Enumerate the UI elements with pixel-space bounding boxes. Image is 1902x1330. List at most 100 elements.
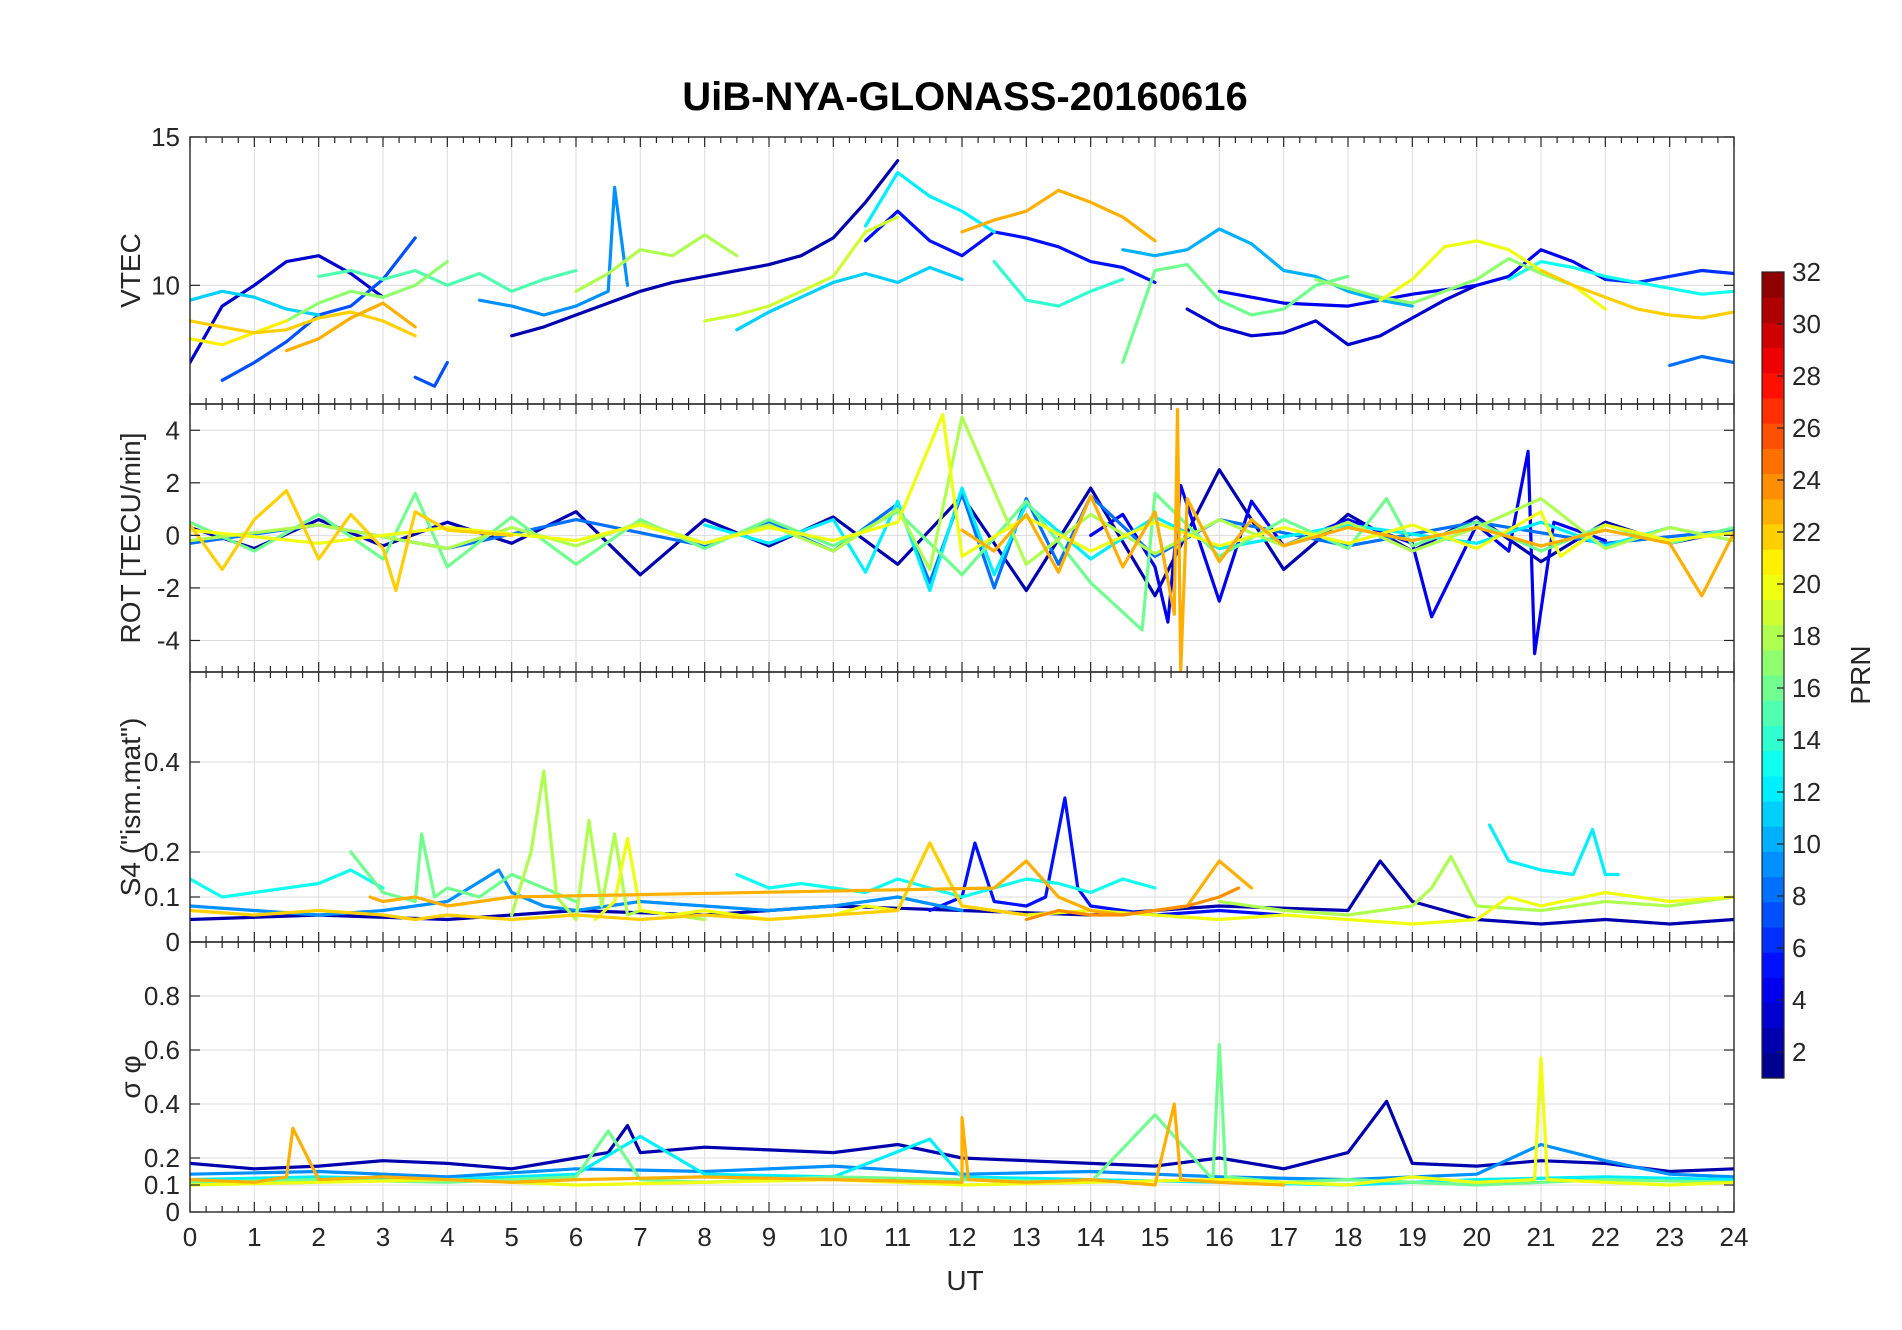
colorbar-tick-label: 22 <box>1792 517 1821 547</box>
colorbar-swatch <box>1762 649 1784 676</box>
colorbar-swatch <box>1762 851 1784 878</box>
colorbar-swatch <box>1762 297 1784 323</box>
series-prn-12 <box>703 486 1734 593</box>
series-prn-17 <box>284 260 449 323</box>
colorbar-tick-label: 20 <box>1792 569 1821 599</box>
series-prn-20 <box>190 412 1734 559</box>
colorbar-label: PRN <box>1845 645 1876 704</box>
x-tick-label: 18 <box>1334 1222 1363 1252</box>
colorbar-swatch <box>1762 775 1784 802</box>
x-tick-label: 1 <box>247 1222 261 1252</box>
series-prn-11 <box>190 289 321 317</box>
x-tick-label: 3 <box>376 1222 390 1252</box>
x-tick-label: 19 <box>1398 1222 1427 1252</box>
colorbar-swatch <box>1762 624 1784 651</box>
series-prn-10 <box>1121 227 1414 308</box>
colorbar-tick-label: 6 <box>1792 933 1806 963</box>
colorbar-swatch <box>1762 523 1784 550</box>
series-prn-23 <box>190 1102 1286 1187</box>
colorbar-swatch <box>1762 1027 1784 1054</box>
x-tick-label: 4 <box>440 1222 454 1252</box>
x-tick-label: 23 <box>1655 1222 1684 1252</box>
series-prn-3 <box>1185 283 1479 347</box>
x-tick-label: 12 <box>948 1222 977 1252</box>
colorbar-tick-label: 30 <box>1792 309 1821 339</box>
x-tick-label: 10 <box>819 1222 848 1252</box>
colorbar-swatch <box>1762 549 1784 575</box>
colorbar-swatch <box>1762 423 1784 449</box>
series-prn-23 <box>284 301 417 353</box>
x-tick-label: 7 <box>633 1222 647 1252</box>
y-tick-label: 0.6 <box>144 1035 180 1065</box>
colorbar-swatch <box>1762 952 1784 978</box>
colorbar-tick-label: 12 <box>1792 777 1821 807</box>
y-tick-label: 0.1 <box>144 1170 180 1200</box>
series-prn-8 <box>1668 354 1734 367</box>
panel-series-group <box>190 769 1734 926</box>
colorbar-frame <box>1761 271 1785 1079</box>
colorbar-swatch <box>1762 926 1784 953</box>
series-prn-4 <box>1217 248 1607 308</box>
x-tick-label: 16 <box>1205 1222 1234 1252</box>
series-prn-18 <box>1217 854 1734 917</box>
colorbar-tick-label: 10 <box>1792 829 1821 859</box>
series-prn-24 <box>1024 886 1241 922</box>
y-tick-label: 4 <box>166 415 180 445</box>
series-prn-7 <box>413 360 449 388</box>
series-prn-9 <box>477 185 630 317</box>
colorbar-swatch <box>1762 725 1784 752</box>
x-tick-label: 14 <box>1076 1222 1105 1252</box>
series-prn-21 <box>190 319 289 347</box>
x-tick-label: 17 <box>1269 1222 1298 1252</box>
y-tick-label: 0.8 <box>144 981 180 1011</box>
series-prn-20 <box>190 1056 1734 1187</box>
x-tick-label: 24 <box>1720 1222 1749 1252</box>
series-prn-2 <box>190 859 1734 926</box>
series-prn-14 <box>992 260 1125 308</box>
series-prn-22 <box>190 841 1028 922</box>
series-prn-9 <box>190 1142 1734 1182</box>
series-prn-18 <box>190 415 1734 572</box>
y-tick-label: 15 <box>151 122 180 152</box>
x-axis-label: UT <box>946 1265 983 1296</box>
series-prn-12 <box>1487 823 1620 877</box>
colorbar-swatch <box>1762 599 1784 626</box>
panel-series-group <box>190 407 1734 672</box>
series-prn-18 <box>574 233 739 293</box>
series-prn-11 <box>735 265 964 332</box>
y-tick-label: 0 <box>166 1197 180 1227</box>
colorbar-swatch <box>1762 574 1784 601</box>
colorbar-swatch <box>1762 372 1784 399</box>
series-prn-12 <box>863 171 996 234</box>
colorbar-tick-label: 18 <box>1792 621 1821 651</box>
colorbar-swatch <box>1762 750 1784 777</box>
x-tick-label: 5 <box>504 1222 518 1252</box>
y-axis-label: σ φ <box>115 1055 146 1098</box>
series-prn-13 <box>1507 260 1734 296</box>
colorbar-swatch <box>1762 876 1784 903</box>
y-axis-label: VTEC <box>115 233 146 308</box>
x-tick-label: 22 <box>1591 1222 1620 1252</box>
series-prn-19 <box>703 215 900 323</box>
series-prn-2 <box>510 159 900 338</box>
colorbar-swatch <box>1762 272 1784 298</box>
colorbar-swatch <box>1762 473 1784 500</box>
y-tick-label: 0 <box>166 927 180 957</box>
panel-series-group <box>190 159 1734 388</box>
colorbar-tick-label: 8 <box>1792 881 1806 911</box>
y-tick-label: 0.4 <box>144 1089 180 1119</box>
y-tick-label: -4 <box>157 625 180 655</box>
axes-box <box>189 941 1735 1213</box>
y-tick-label: 2 <box>166 468 180 498</box>
y-tick-label: 0.1 <box>144 882 180 912</box>
x-tick-label: 6 <box>569 1222 583 1252</box>
colorbar-swatch <box>1762 977 1784 1004</box>
x-tick-label: 21 <box>1527 1222 1556 1252</box>
colorbar-swatch <box>1762 901 1784 928</box>
colorbar-swatch <box>1762 448 1784 475</box>
series-prn-15 <box>317 268 578 293</box>
colorbar-swatch <box>1762 800 1784 827</box>
panel-series-group <box>190 1042 1734 1187</box>
colorbar-tick-label: 16 <box>1792 673 1821 703</box>
